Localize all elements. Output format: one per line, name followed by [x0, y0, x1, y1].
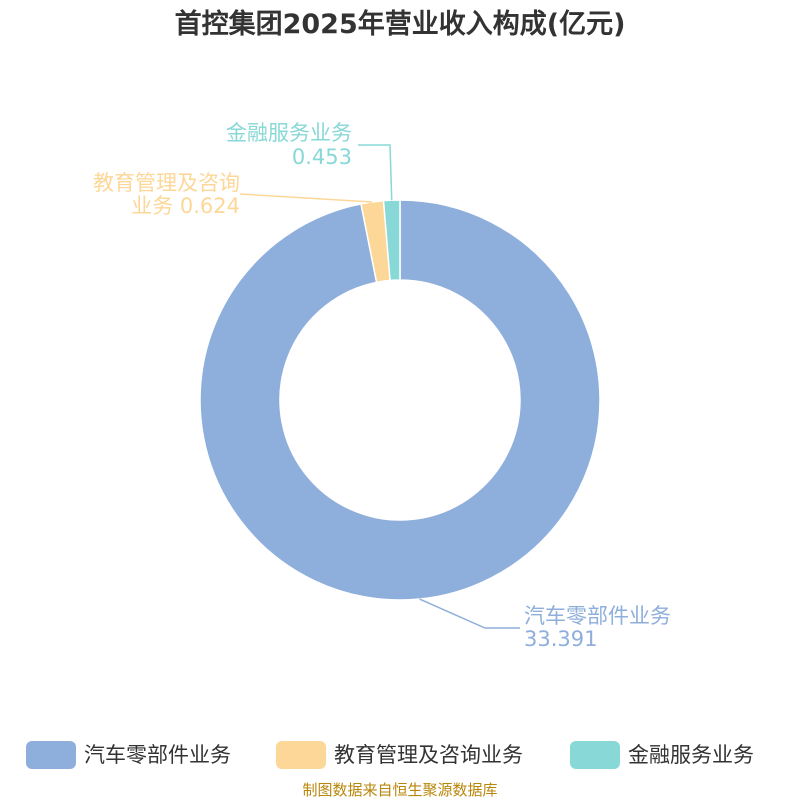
- data-label-1-line2: 业务 0.624: [131, 194, 240, 218]
- slice-0[interactable]: [199, 199, 601, 601]
- legend-label-2[interactable]: 金融服务业务: [628, 743, 754, 767]
- legend: 汽车零部件业务 教育管理及咨询业务 金融服务业务: [26, 741, 754, 769]
- data-label-2-line1: 金融服务业务: [226, 121, 352, 145]
- data-label-1-line1: 教育管理及咨询: [93, 171, 240, 195]
- leader-line-2: [358, 144, 393, 201]
- data-label-0-line1: 汽车零部件业务: [524, 604, 671, 628]
- legend-label-0[interactable]: 汽车零部件业务: [84, 743, 231, 767]
- leader-line-0: [419, 598, 520, 629]
- donut-slices: [199, 199, 601, 601]
- legend-swatch-2[interactable]: [570, 741, 620, 769]
- data-label-0-line2: 33.391: [524, 627, 597, 651]
- slice-2[interactable]: [382, 199, 401, 282]
- data-label-2-line2: 0.453: [292, 145, 352, 169]
- legend-swatch-1[interactable]: [276, 741, 326, 769]
- source-note: 制图数据来自恒生聚源数据库: [302, 781, 497, 799]
- legend-label-1[interactable]: 教育管理及咨询业务: [334, 743, 523, 767]
- chart-title: 首控集团2025年营业收入构成(亿元): [175, 8, 626, 40]
- legend-swatch-0[interactable]: [26, 741, 76, 769]
- leader-line-1: [239, 193, 373, 203]
